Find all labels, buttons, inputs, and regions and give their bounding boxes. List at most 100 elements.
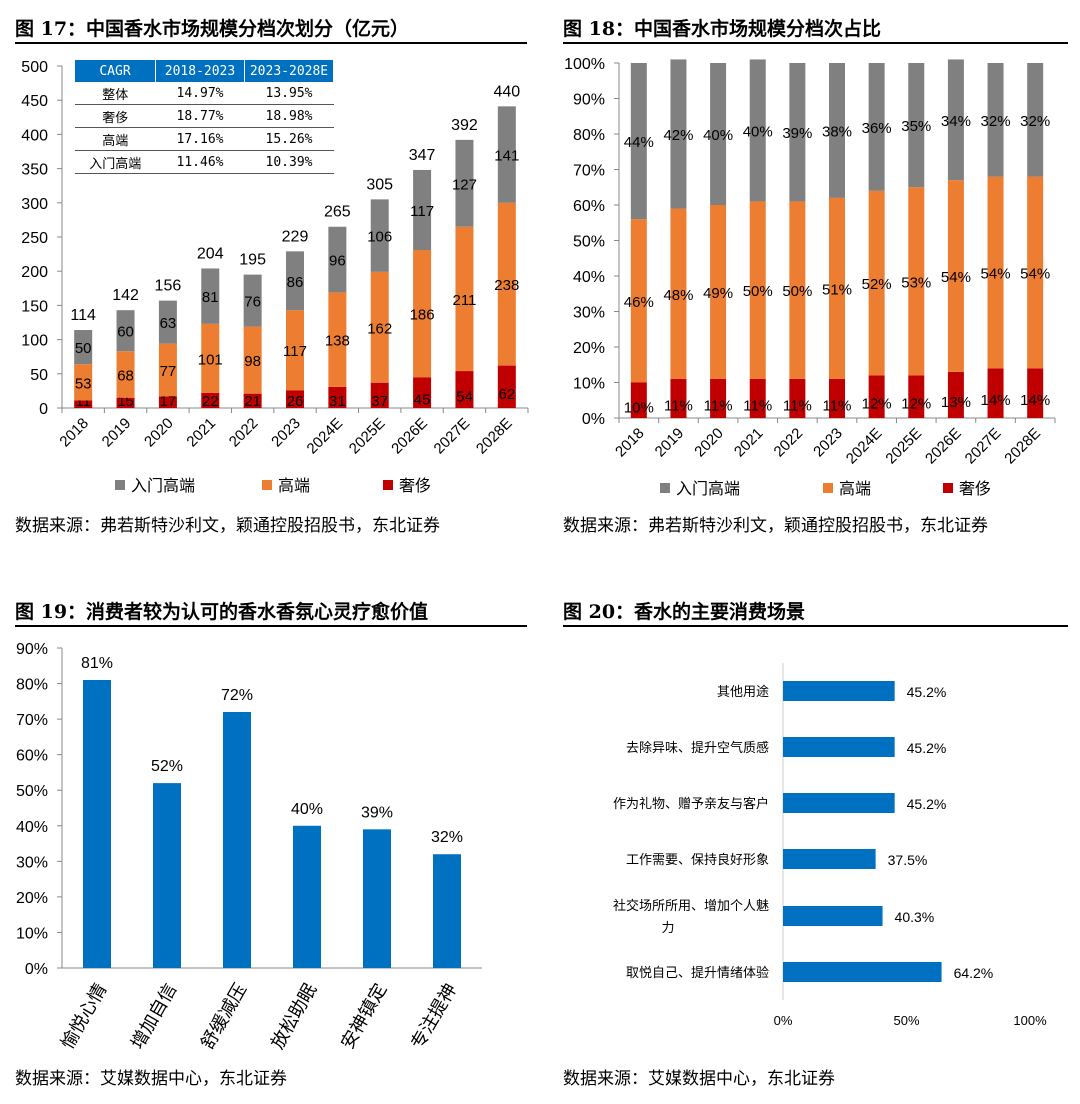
bar xyxy=(783,793,895,813)
y-tick-label: 300 xyxy=(21,196,48,213)
y-tick-label: 100% xyxy=(564,56,605,73)
data-label: 54% xyxy=(981,265,1011,282)
cagr-cell: 整体 xyxy=(75,82,156,105)
category-label: 工作需要、保持良好形象 xyxy=(626,852,769,867)
y-tick-label: 80% xyxy=(16,677,48,694)
data-label: 81% xyxy=(81,655,113,672)
y-tick-label: 10% xyxy=(573,376,605,393)
y-tick-label: 0% xyxy=(582,411,605,428)
bar-segment-luxury xyxy=(749,378,766,418)
bar-segment-entry xyxy=(158,300,177,344)
y-tick-label: 50% xyxy=(573,234,605,251)
data-label: 53% xyxy=(901,274,931,291)
y-tick-label: 150 xyxy=(21,298,48,315)
bar-segment-entry xyxy=(829,63,845,198)
bar-segment-premium xyxy=(789,201,806,379)
x-tick-label: 2024E xyxy=(843,425,886,468)
bar-segment-premium xyxy=(370,271,389,383)
legend-label: 入门高端 xyxy=(676,480,740,498)
y-tick-label: 90% xyxy=(16,641,48,658)
category-label: 社交场所所用、增加个人魅 xyxy=(613,898,769,913)
fig19-title: 图 19：消费者较为认可的香水香氛心灵疗愈价值 xyxy=(15,601,429,623)
data-label: 106 xyxy=(367,229,392,246)
bar-segment-entry xyxy=(413,169,432,250)
data-label: 64.2% xyxy=(954,965,994,981)
data-label: 32% xyxy=(431,829,463,846)
x-tick-label: 2020 xyxy=(141,415,177,451)
x-tick-label: 2024E xyxy=(304,415,347,458)
data-label: 40.3% xyxy=(895,909,935,925)
data-label: 31 xyxy=(329,393,346,410)
cagr-cell: 奢侈 xyxy=(75,104,156,128)
data-label: 162 xyxy=(367,320,392,337)
data-label: 34% xyxy=(941,113,971,130)
cagr-header: CAGR xyxy=(75,60,156,82)
x-tick-label: 舒缓减压 xyxy=(197,980,250,1052)
bar-segment-luxury xyxy=(328,386,347,408)
data-label: 32% xyxy=(981,113,1011,130)
y-tick-label: 0 xyxy=(39,401,48,418)
bar-segment-luxury xyxy=(455,371,474,408)
bar-segment-premium xyxy=(868,190,885,376)
bar-segment-entry xyxy=(670,59,687,209)
total-label: 114 xyxy=(70,307,96,324)
data-label: 52% xyxy=(151,758,183,775)
y-tick-label: 10% xyxy=(16,925,48,942)
x-tick-label: 2028E xyxy=(1001,425,1044,468)
bar-segment-entry xyxy=(455,139,474,227)
x-tick-label: 2021 xyxy=(183,415,219,451)
y-tick-label: 70% xyxy=(573,163,605,180)
fig20-title-rule xyxy=(563,625,1068,627)
fig19-source: 数据来源：艾媒数据中心，东北证券 xyxy=(15,1069,287,1089)
cagr-cell: 高端 xyxy=(75,127,156,151)
bar-segment-luxury xyxy=(413,377,432,408)
fig17-source: 数据来源：弗若斯特沙利文，颖通控股招股书，东北证券 xyxy=(15,516,440,536)
data-label: 54 xyxy=(456,389,473,406)
x-tick-label: 愉悦心情 xyxy=(57,980,110,1052)
data-label: 37 xyxy=(371,393,388,410)
data-label: 10% xyxy=(624,399,654,416)
cagr-row: 奢侈 18.77% 18.98% xyxy=(75,104,334,128)
bar-segment-entry xyxy=(1027,63,1044,177)
x-tick-label: 放松助眠 xyxy=(267,980,320,1052)
data-label: 40% xyxy=(703,127,733,144)
bar-segment-entry xyxy=(868,63,885,191)
data-label: 62 xyxy=(498,386,515,403)
data-label: 42% xyxy=(663,127,693,144)
fig18-source: 数据来源：弗若斯特沙利文，颖通控股招股书，东北证券 xyxy=(563,516,988,536)
category-label: 其他用途 xyxy=(717,684,769,699)
cagr-cell: 10.39% xyxy=(244,150,334,174)
y-tick-label: 40% xyxy=(573,269,605,286)
bar-segment-entry xyxy=(243,274,262,327)
x-tick-label: 2023 xyxy=(810,425,846,461)
bar-segment-luxury xyxy=(201,392,220,408)
bar xyxy=(363,829,391,968)
x-tick-label: 2018 xyxy=(612,425,648,461)
bar-segment-premium xyxy=(201,323,220,393)
cagr-row: 高端 17.16% 15.26% xyxy=(75,127,334,151)
y-tick-label: 400 xyxy=(21,127,48,144)
legend-label: 高端 xyxy=(278,477,310,495)
fig20-title: 图 20：香水的主要消费场景 xyxy=(563,601,806,623)
data-label: 32% xyxy=(1020,113,1050,130)
data-label: 68 xyxy=(117,367,134,384)
bar-segment-premium xyxy=(710,205,727,379)
total-label: 347 xyxy=(409,147,436,164)
total-label: 305 xyxy=(366,176,393,193)
data-label: 186 xyxy=(410,307,435,324)
legend-label: 奢侈 xyxy=(959,480,991,498)
data-label: 51% xyxy=(822,281,852,298)
data-label: 50 xyxy=(75,340,92,357)
data-label: 81 xyxy=(202,289,219,306)
x-tick-label: 2025E xyxy=(882,425,925,468)
bar xyxy=(783,962,942,982)
data-label: 11% xyxy=(743,397,772,414)
y-tick-label: 80% xyxy=(573,127,605,144)
total-label: 142 xyxy=(112,287,139,304)
bar-segment-premium xyxy=(749,201,766,379)
legend-swatch xyxy=(262,480,272,490)
bar-segment-luxury xyxy=(868,375,885,418)
bar-segment-entry xyxy=(749,59,766,202)
total-label: 156 xyxy=(155,278,182,295)
data-label: 35% xyxy=(901,118,931,135)
